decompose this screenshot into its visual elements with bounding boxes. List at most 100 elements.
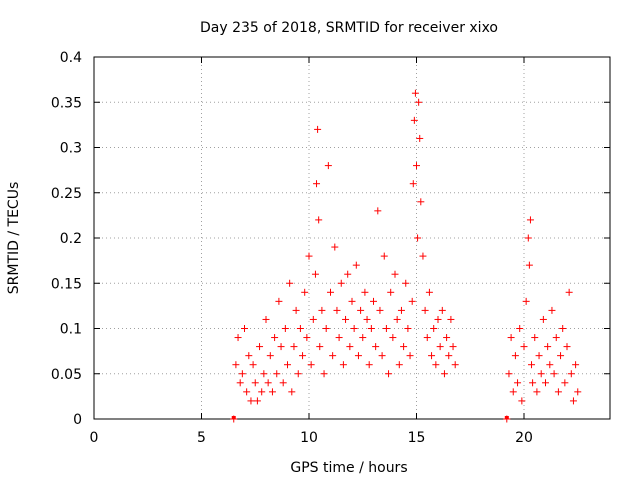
data-point bbox=[395, 361, 403, 369]
data-point bbox=[574, 388, 582, 396]
data-point bbox=[522, 297, 530, 305]
data-point bbox=[382, 325, 390, 332]
x-axis-title: GPS time / hours bbox=[290, 460, 407, 476]
data-point bbox=[449, 343, 457, 351]
data-point bbox=[314, 125, 322, 133]
data-point bbox=[275, 297, 283, 305]
data-point bbox=[376, 306, 384, 314]
data-point bbox=[333, 306, 341, 314]
data-point bbox=[299, 352, 307, 360]
data-point bbox=[327, 288, 334, 296]
data-point bbox=[273, 370, 281, 378]
data-point bbox=[525, 261, 533, 269]
data-point bbox=[389, 334, 397, 342]
data-point bbox=[247, 397, 255, 405]
data-point bbox=[350, 325, 358, 332]
data-point bbox=[315, 216, 323, 224]
data-point bbox=[548, 306, 556, 314]
data-point bbox=[309, 315, 317, 323]
data-point bbox=[339, 361, 347, 369]
data-point bbox=[346, 343, 354, 351]
data-point bbox=[354, 352, 362, 360]
data-point bbox=[253, 397, 261, 405]
data-point bbox=[251, 379, 259, 387]
data-point bbox=[342, 315, 350, 323]
data-point bbox=[335, 334, 343, 342]
x-tick-label: 10 bbox=[300, 430, 318, 446]
data-point bbox=[311, 270, 319, 278]
data-point bbox=[313, 180, 321, 188]
data-point bbox=[533, 388, 541, 396]
data-point bbox=[397, 306, 405, 314]
data-point bbox=[268, 388, 276, 396]
data-point bbox=[428, 352, 436, 360]
data-point bbox=[557, 352, 565, 360]
data-point bbox=[329, 352, 337, 360]
data-point bbox=[296, 325, 304, 332]
data-point bbox=[292, 306, 300, 314]
y-tick-label: 0.25 bbox=[51, 186, 82, 202]
data-point bbox=[256, 343, 264, 351]
data-point bbox=[266, 352, 274, 360]
baseline-marker bbox=[504, 416, 509, 419]
y-tick-label: 0 bbox=[73, 412, 82, 428]
data-point bbox=[402, 279, 410, 287]
data-point bbox=[406, 352, 414, 360]
data-point bbox=[559, 325, 567, 332]
data-point bbox=[290, 343, 298, 351]
data-point bbox=[324, 162, 332, 170]
data-point bbox=[409, 180, 417, 188]
data-point bbox=[552, 334, 560, 342]
data-point bbox=[331, 243, 339, 251]
data-point bbox=[301, 288, 309, 296]
data-point bbox=[520, 343, 528, 351]
data-point bbox=[380, 252, 388, 260]
data-point bbox=[411, 89, 419, 97]
data-point bbox=[352, 261, 360, 269]
data-point bbox=[417, 198, 425, 206]
data-point bbox=[565, 288, 573, 296]
data-point bbox=[348, 297, 356, 305]
x-tick-label: 15 bbox=[408, 430, 426, 446]
data-point bbox=[245, 352, 253, 360]
data-point bbox=[544, 343, 552, 351]
data-point bbox=[438, 306, 446, 314]
data-point bbox=[370, 297, 377, 305]
data-point bbox=[414, 234, 422, 242]
y-tick-label: 0.35 bbox=[51, 95, 82, 111]
data-point bbox=[419, 252, 427, 260]
data-point bbox=[271, 334, 279, 342]
data-point bbox=[234, 334, 242, 342]
data-point bbox=[514, 379, 522, 387]
data-point bbox=[316, 343, 324, 351]
y-tick-label: 0.2 bbox=[60, 231, 82, 247]
data-point bbox=[413, 162, 420, 170]
data-point bbox=[445, 352, 453, 360]
data-point bbox=[281, 325, 289, 332]
data-point bbox=[567, 370, 575, 378]
data-point bbox=[416, 134, 424, 142]
data-point bbox=[561, 379, 569, 387]
data-point bbox=[447, 315, 455, 323]
data-point bbox=[365, 361, 373, 369]
data-point bbox=[432, 361, 440, 369]
data-point bbox=[232, 361, 240, 369]
data-point bbox=[554, 388, 562, 396]
data-point bbox=[279, 379, 287, 387]
data-point bbox=[507, 334, 515, 342]
data-point bbox=[410, 116, 418, 124]
data-point bbox=[359, 334, 367, 342]
data-point bbox=[535, 352, 543, 360]
data-point bbox=[307, 361, 315, 369]
x-tick-label: 5 bbox=[197, 430, 206, 446]
data-point bbox=[344, 270, 352, 278]
data-point bbox=[400, 343, 408, 351]
data-point bbox=[294, 370, 302, 378]
data-point bbox=[524, 234, 532, 242]
data-point bbox=[322, 325, 330, 332]
y-tick-label: 0.4 bbox=[60, 50, 82, 66]
data-point bbox=[284, 361, 291, 369]
data-point bbox=[542, 379, 549, 387]
data-point bbox=[258, 388, 266, 396]
